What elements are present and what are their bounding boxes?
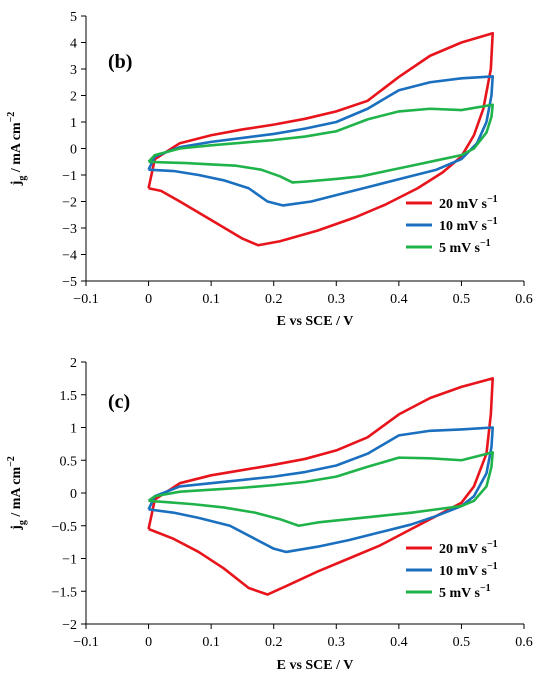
legend-label-exp: −1 bbox=[487, 194, 498, 205]
y-tick-label: −1 bbox=[62, 553, 77, 568]
y-axis-title-exp: −2 bbox=[6, 112, 17, 123]
y-tick-label: 2 bbox=[70, 356, 77, 371]
x-tick-label: 0.5 bbox=[453, 635, 471, 650]
y-tick-label: −2 bbox=[62, 196, 77, 211]
series-line-3 bbox=[147, 103, 495, 184]
x-tick-label: 0 bbox=[145, 635, 152, 650]
y-tick-label: 1 bbox=[70, 116, 77, 131]
legend-label-2: 10 mV s−1 bbox=[439, 561, 498, 579]
y-tick-label: 4 bbox=[70, 37, 77, 52]
legend-label-text: 20 mV s bbox=[439, 197, 488, 212]
y-tick-label: −1 bbox=[62, 169, 77, 184]
legend-label-text: 20 mV s bbox=[439, 542, 488, 557]
legend-label-2: 10 mV s−1 bbox=[439, 216, 498, 234]
legend-label-exp: −1 bbox=[487, 216, 498, 227]
x-tick-label: 0.1 bbox=[202, 292, 220, 307]
y-axis-title-main: j bbox=[9, 525, 24, 531]
legend-label-3: 5 mV s−1 bbox=[439, 238, 491, 256]
y-tick-label: −1.5 bbox=[52, 585, 77, 600]
y-tick-label: 1 bbox=[70, 422, 77, 437]
series-line-2 bbox=[147, 426, 495, 554]
y-tick-label: −3 bbox=[62, 222, 77, 237]
x-tick-label: 0.2 bbox=[265, 635, 283, 650]
series-line-2 bbox=[147, 75, 495, 207]
x-axis-title: E vs SCE / V bbox=[277, 658, 354, 673]
x-tick-label: 0.6 bbox=[515, 635, 533, 650]
legend-label-text: 5 mV s bbox=[439, 586, 481, 601]
y-axis-title-main: j bbox=[9, 181, 24, 187]
y-tick-label: −0.5 bbox=[52, 520, 77, 535]
x-tick-label: 0.2 bbox=[265, 292, 283, 307]
panel-label: (b) bbox=[108, 51, 132, 73]
y-axis-title-sub: g bbox=[17, 176, 28, 181]
legend-label-text: 10 mV s bbox=[439, 219, 488, 234]
y-axis-title: jg / mA cm−2 bbox=[6, 112, 28, 187]
legend-label-3: 5 mV s−1 bbox=[439, 583, 491, 601]
chart-panel-c: −0.1 0 0.1 0.2 0.3 0.4 0.5 0.6 2 1.5 1 0.5 0 −0.5 −1 −1… bbox=[6, 356, 533, 673]
y-tick-label: 2 bbox=[70, 90, 77, 105]
chart-panel-b: −0.1 0 0.1 0.2 0.3 0.4 0.5 0.6 5 4 3 2 1 0 −1 −2 −3 −4 −5 (… bbox=[6, 10, 533, 329]
x-tick-label: 0.5 bbox=[453, 292, 471, 307]
y-tick-label: 0 bbox=[70, 143, 77, 158]
y-tick-label: 3 bbox=[70, 63, 77, 78]
legend-label-exp: −1 bbox=[480, 583, 491, 594]
y-tick-label: 1.5 bbox=[60, 389, 78, 404]
y-axis-title: jg / mA cm−2 bbox=[6, 456, 28, 531]
series-line-1 bbox=[147, 377, 495, 596]
x-tick-label: 0 bbox=[145, 292, 152, 307]
y-axis-title-sub: g bbox=[17, 520, 28, 525]
y-tick-label: 5 bbox=[70, 10, 77, 25]
y-tick-label: 0 bbox=[70, 487, 77, 502]
x-axis-title: E vs SCE / V bbox=[277, 314, 354, 329]
legend-label-1: 20 mV s−1 bbox=[439, 539, 498, 557]
legend-label-exp: −1 bbox=[480, 238, 491, 249]
series-line-1 bbox=[147, 31, 495, 247]
x-tick-label: 0.1 bbox=[202, 635, 220, 650]
legend-label-exp: −1 bbox=[487, 561, 498, 572]
y-tick-label: 0.5 bbox=[60, 454, 78, 469]
y-axis-title-rest: / mA cm bbox=[9, 122, 24, 176]
y-tick-label: −4 bbox=[62, 249, 77, 264]
legend-label-text: 5 mV s bbox=[439, 241, 481, 256]
y-tick-label: −5 bbox=[62, 275, 77, 290]
x-tick-label: 0.3 bbox=[328, 292, 346, 307]
series-line-3 bbox=[147, 451, 495, 528]
y-tick-label: −2 bbox=[62, 618, 77, 633]
panel-label: (c) bbox=[108, 391, 130, 413]
legend-label-exp: −1 bbox=[487, 539, 498, 550]
x-tick-label: 0.6 bbox=[515, 292, 533, 307]
x-tick-label: −0.1 bbox=[73, 292, 98, 307]
x-tick-label: 0.4 bbox=[390, 635, 408, 650]
y-axis-title-exp: −2 bbox=[6, 456, 17, 467]
x-tick-label: 0.4 bbox=[390, 292, 408, 307]
legend-label-1: 20 mV s−1 bbox=[439, 194, 498, 212]
x-tick-label: −0.1 bbox=[73, 635, 98, 650]
y-axis-title-rest: / mA cm bbox=[9, 467, 24, 521]
x-tick-label: 0.3 bbox=[328, 635, 346, 650]
legend-label-text: 10 mV s bbox=[439, 564, 488, 579]
